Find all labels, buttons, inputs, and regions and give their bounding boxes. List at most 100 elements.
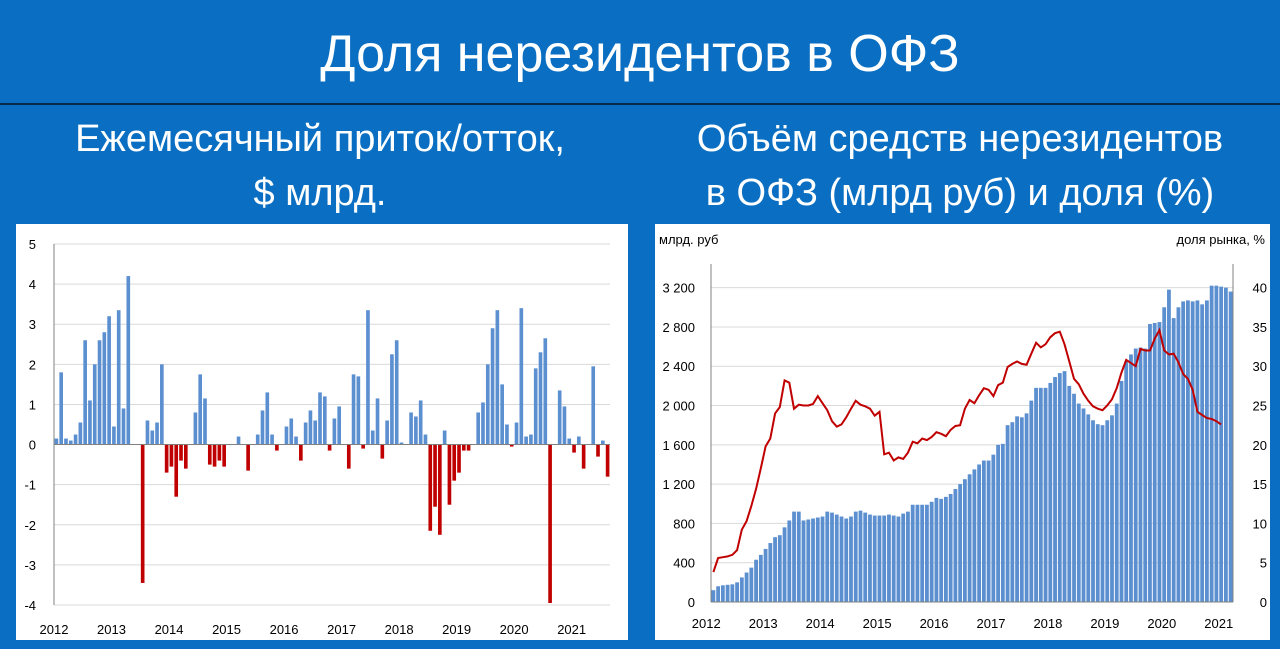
flow-bar	[509, 444, 514, 447]
holdings-bar	[711, 590, 716, 602]
flow-bar	[193, 412, 198, 445]
holdings-bar	[815, 517, 820, 602]
flow-bar	[174, 444, 179, 497]
x-tick-label: 2013	[749, 616, 778, 631]
holdings-bar	[739, 577, 744, 602]
holdings-bar	[1167, 289, 1171, 602]
holdings-bar	[1057, 373, 1062, 602]
right-tick-label: 0	[1260, 595, 1267, 610]
holdings-bar	[749, 567, 754, 602]
holdings-bar	[958, 484, 963, 602]
flow-bar	[519, 308, 524, 445]
holdings-bar	[801, 520, 806, 602]
flow-bar	[83, 340, 87, 445]
holdings-bar	[962, 479, 967, 602]
flow-bar	[543, 338, 548, 445]
flow-bar	[260, 410, 265, 445]
holdings-bar	[1209, 285, 1214, 602]
flow-bar	[438, 444, 442, 535]
flow-bar	[337, 406, 342, 445]
flow-bar	[562, 406, 567, 445]
holdings-bar	[977, 464, 982, 602]
flow-bar	[375, 398, 380, 445]
holdings-bar	[934, 497, 939, 602]
x-tick-label: 2014	[155, 622, 184, 637]
holdings-bar	[839, 516, 844, 602]
left-chart-subtitle: Ежемесячный приток/отток, $ млрд.	[0, 112, 640, 220]
holdings-bar	[920, 504, 925, 602]
flow-bar	[322, 396, 327, 445]
flow-bar	[265, 392, 270, 445]
x-tick-label: 2014	[806, 616, 835, 631]
flow-bar	[591, 366, 596, 445]
flow-bar	[64, 438, 68, 445]
holdings-bar	[1214, 285, 1219, 602]
holdings-bar	[925, 504, 929, 602]
flow-bar	[68, 440, 73, 445]
holdings-bar	[1091, 420, 1095, 602]
holdings-bar	[1043, 387, 1048, 602]
holdings-bar	[1200, 304, 1205, 602]
left-tick-label: 3 200	[662, 281, 695, 296]
flow-bar	[385, 420, 389, 445]
flow-bar	[418, 400, 423, 445]
holdings-bar	[944, 496, 948, 602]
holdings-bar	[849, 516, 853, 602]
holdings-bar	[792, 511, 796, 602]
holdings-bar	[1029, 400, 1034, 602]
x-tick-label: 2012	[692, 616, 721, 631]
flow-bar	[183, 444, 188, 469]
left-tick-label: 1 200	[662, 477, 695, 492]
flow-bar	[524, 436, 528, 445]
x-tick-label: 2021	[1204, 616, 1233, 631]
holdings-bar	[863, 512, 868, 602]
x-tick-label: 2017	[327, 622, 356, 637]
flow-bar	[548, 444, 552, 603]
y-tick-label: 0	[29, 438, 36, 453]
holdings-bar	[763, 548, 768, 602]
right-chart-subtitle: Объём средств нерезидентов в ОФЗ (млрд р…	[640, 112, 1280, 220]
x-tick-label: 2015	[863, 616, 892, 631]
flow-bar	[275, 444, 279, 451]
flow-bar	[533, 368, 538, 445]
holdings-bar	[877, 515, 882, 602]
right-tick-label: 40	[1253, 281, 1267, 296]
flow-bar	[112, 426, 116, 445]
flow-bar	[370, 430, 375, 445]
left-axis-label: млрд. руб	[659, 232, 718, 247]
flow-bar	[332, 418, 337, 445]
left-tick-label: 2 400	[662, 359, 695, 374]
flow-bar	[318, 392, 322, 445]
holdings-bar	[991, 454, 996, 602]
flow-bar	[490, 328, 495, 445]
left-tick-label: 800	[673, 516, 695, 531]
holdings-bar	[1038, 387, 1043, 602]
y-tick-label: -2	[24, 518, 36, 533]
flow-bar	[452, 444, 457, 481]
flow-bar	[169, 444, 174, 467]
flow-bar	[327, 444, 332, 451]
y-tick-label: 2	[29, 357, 36, 372]
holdings-bar	[1110, 415, 1114, 602]
holdings-bar	[1024, 413, 1029, 602]
holdings-bar	[891, 515, 896, 602]
flow-bar	[414, 416, 418, 445]
holdings-bar	[1228, 291, 1233, 602]
flow-bar	[485, 364, 490, 445]
holdings-bar	[1152, 323, 1157, 602]
flow-bar	[600, 440, 605, 445]
flow-bar	[481, 402, 485, 445]
page-title: Доля нерезидентов в ОФЗ	[320, 25, 960, 83]
flow-bar	[299, 444, 303, 461]
flow-bar	[351, 374, 356, 445]
y-tick-label: -4	[24, 598, 36, 613]
flow-bar	[572, 444, 576, 453]
y-tick-label: -1	[24, 478, 36, 493]
left-tick-label: 2 000	[662, 399, 695, 414]
flow-bar	[198, 374, 203, 445]
flow-bar	[179, 444, 183, 461]
holdings-bar	[1157, 322, 1162, 602]
title-divider	[0, 103, 1280, 105]
left-subtitle-line-2: $ млрд.	[253, 172, 387, 214]
holdings-bar	[735, 582, 739, 602]
